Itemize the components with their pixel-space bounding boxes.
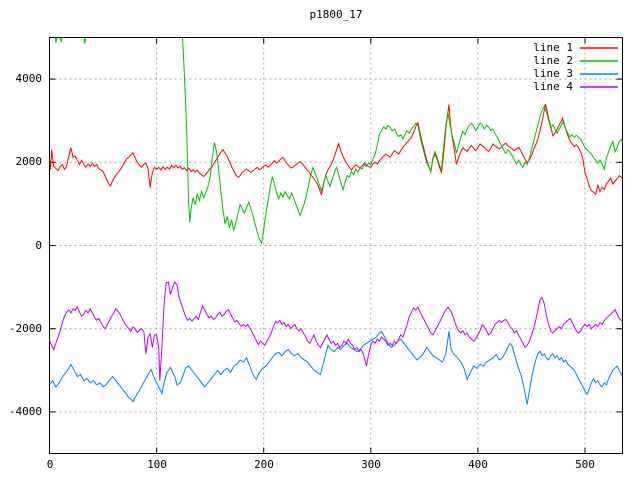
series-line-3 [49, 330, 623, 405]
x-tick-label: 500 [575, 458, 595, 471]
x-tick-label: 400 [468, 458, 488, 471]
y-tick-label: 4000 [15, 72, 43, 85]
y-tick-label: -4000 [8, 405, 42, 418]
series-line-4 [49, 281, 623, 381]
y-tick-label: 2000 [15, 155, 43, 168]
legend-label-line-2: line 2 [533, 54, 573, 67]
x-tick-label: 100 [147, 458, 167, 471]
chart-title: p1800_17 [309, 8, 363, 21]
legend-label-line-4: line 4 [533, 80, 573, 93]
x-tick-label: 300 [361, 458, 381, 471]
y-tick-label: -2000 [8, 322, 42, 335]
legend-label-line-1: line 1 [533, 41, 573, 54]
x-tick-label: 0 [46, 458, 54, 471]
x-tick-label: 200 [254, 458, 274, 471]
series-line-1 [49, 103, 623, 196]
series-line-2 [54, 37, 623, 245]
y-tick-label: 0 [35, 239, 42, 252]
legend-label-line-3: line 3 [533, 67, 573, 80]
